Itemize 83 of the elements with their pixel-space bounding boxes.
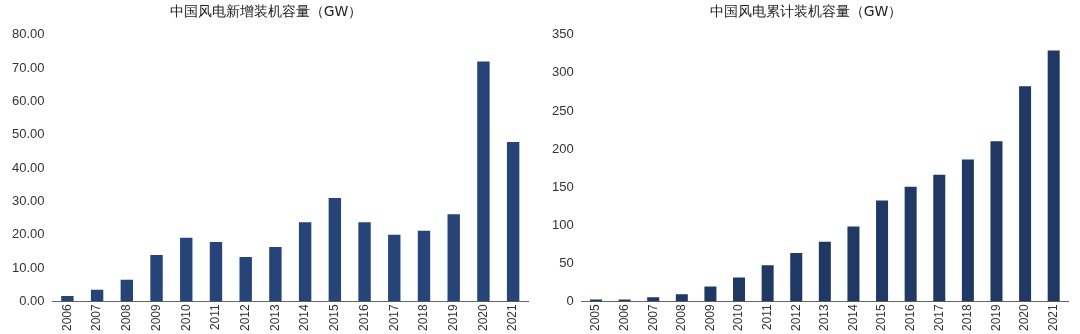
x-tick-label: 2012 (788, 303, 803, 332)
chart-title: 中国风电累计装机容量（GW） (709, 3, 903, 20)
bar (90, 289, 104, 302)
x-tick-label: 2015 (874, 303, 889, 332)
bar (298, 222, 312, 302)
bar (818, 241, 831, 302)
y-tick-label: 80.00 (11, 26, 45, 42)
y-tick-label: 0 (566, 292, 574, 308)
bar (990, 141, 1003, 302)
x-tick-label: 2017 (386, 303, 401, 332)
x-tick-label: 2020 (1017, 303, 1032, 332)
x-tick-label: 2016 (902, 303, 917, 332)
x-tick-label: 2017 (931, 303, 946, 332)
x-tick-label: 2018 (960, 303, 975, 332)
x-tick-label: 2016 (356, 303, 371, 332)
y-tick-label: 250 (551, 102, 574, 118)
y-tick-label: 30.00 (11, 192, 45, 208)
x-tick-label: 2009 (702, 303, 717, 332)
bar (1019, 86, 1032, 302)
bar (704, 286, 717, 302)
bar (675, 294, 688, 302)
y-tick-label: 200 (551, 140, 574, 156)
bar (150, 255, 163, 302)
x-tick-label: 2011 (759, 303, 774, 331)
bar (933, 174, 946, 302)
x-tick-label: 2008 (119, 303, 134, 332)
x-tick-label: 2010 (178, 303, 193, 332)
x-tick-label: 2019 (988, 303, 1003, 332)
bar (239, 257, 252, 302)
bar (904, 186, 917, 302)
x-tick-label: 2012 (238, 303, 252, 332)
bar (328, 198, 342, 302)
bar (388, 234, 401, 302)
y-tick-label: 10.00 (11, 259, 45, 275)
bar (506, 142, 520, 302)
x-tick-label: 2013 (817, 303, 832, 332)
bar (647, 297, 660, 302)
bar (1047, 50, 1060, 302)
x-tick-label: 2019 (446, 303, 461, 332)
x-tick-label: 2015 (327, 303, 342, 332)
bar (447, 214, 460, 302)
y-tick-label: 0.00 (19, 292, 45, 308)
y-tick-label: 50 (559, 254, 574, 270)
x-tick-label: 2014 (845, 303, 860, 332)
bar (61, 295, 74, 302)
x-tick-label: 2020 (475, 303, 490, 332)
x-tick-label: 2005 (588, 303, 603, 332)
x-tick-label: 2011 (208, 303, 223, 331)
bar (961, 159, 974, 302)
y-tick-label: 300 (551, 64, 574, 80)
bar (120, 279, 134, 302)
x-tick-label: 2006 (59, 303, 74, 332)
x-tick-label: 2009 (148, 303, 163, 332)
bar (733, 277, 746, 302)
chart-title: 中国风电新增装机容量（GW） (169, 3, 363, 20)
x-tick-label: 2006 (616, 303, 631, 332)
y-tick-label: 150 (551, 178, 574, 194)
y-tick-label: 40.00 (11, 159, 45, 175)
bar (269, 247, 282, 302)
bar (358, 222, 371, 302)
x-tick-label: 2013 (267, 303, 282, 332)
x-tick-label: 2007 (645, 303, 660, 332)
bar (417, 230, 431, 302)
bar (876, 200, 889, 302)
y-tick-label: 20.00 (11, 226, 45, 242)
bar (847, 226, 860, 302)
bar (790, 253, 803, 302)
y-tick-label: 70.00 (11, 59, 45, 75)
x-tick-label: 2018 (416, 303, 431, 332)
bar (180, 237, 193, 302)
bar (477, 61, 490, 302)
bar (209, 242, 223, 302)
y-tick-label: 50.00 (11, 126, 45, 142)
x-tick-label: 2008 (674, 303, 689, 332)
bar (761, 265, 774, 302)
x-tick-label: 2010 (731, 303, 746, 332)
x-tick-label: 2021 (1046, 303, 1061, 332)
y-tick-label: 100 (551, 216, 574, 232)
x-tick-label: 2014 (297, 303, 312, 332)
y-tick-label: 60.00 (11, 93, 45, 108)
x-tick-label: 2021 (505, 303, 520, 332)
y-tick-label: 350 (551, 26, 574, 42)
x-tick-label: 2007 (89, 303, 104, 332)
